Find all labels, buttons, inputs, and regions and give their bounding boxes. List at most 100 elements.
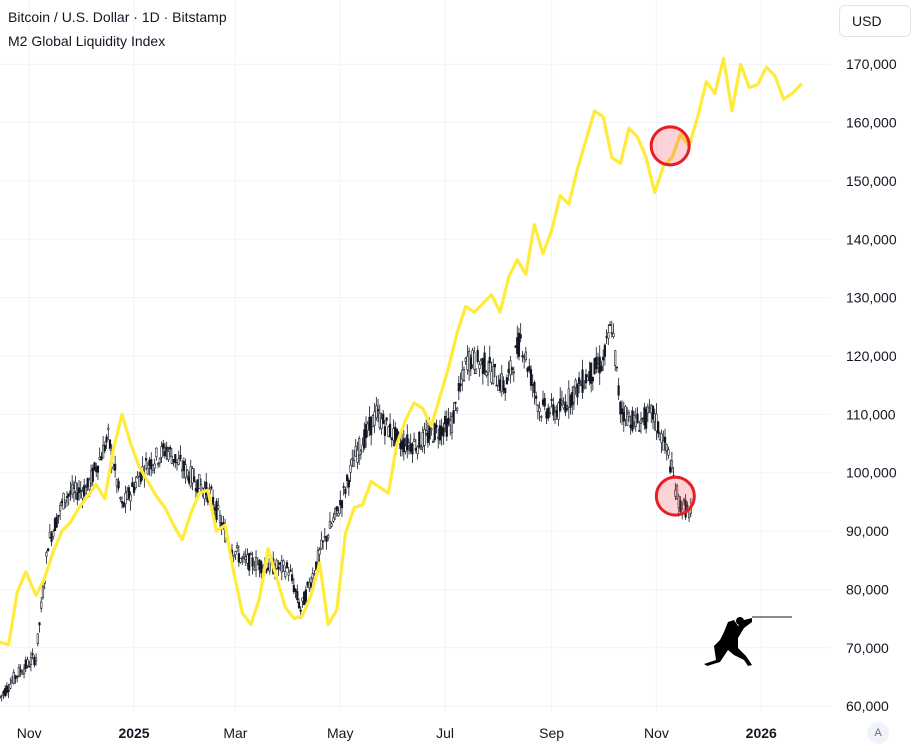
btc-candle bbox=[279, 561, 282, 571]
btc-candle bbox=[246, 548, 249, 570]
btc-candle-body bbox=[156, 463, 160, 466]
y-tick-label: 140,000 bbox=[846, 231, 897, 247]
currency-button[interactable]: USD bbox=[839, 5, 911, 37]
btc-candle bbox=[510, 366, 514, 376]
btc-candle-body bbox=[126, 490, 129, 500]
btc-candle-body bbox=[79, 489, 82, 492]
btc-candle-body bbox=[562, 404, 565, 409]
btc-candle-body bbox=[144, 458, 148, 461]
btc-candle-body bbox=[266, 567, 270, 571]
btc-candle bbox=[242, 550, 246, 563]
btc-candle bbox=[543, 392, 546, 411]
btc-candle bbox=[179, 445, 182, 462]
btc-candle bbox=[100, 452, 103, 461]
btc-candle bbox=[624, 404, 627, 427]
btc-candle-body bbox=[507, 368, 510, 373]
btc-candle-body bbox=[650, 405, 653, 414]
btc-candle-body bbox=[292, 585, 295, 593]
btc-candle bbox=[275, 558, 278, 571]
btc-candle bbox=[634, 408, 637, 432]
btc-candle bbox=[249, 551, 252, 556]
btc-candle bbox=[0, 695, 2, 700]
btc-candle bbox=[95, 462, 98, 478]
btc-candle bbox=[620, 400, 624, 425]
btc-candle bbox=[187, 471, 191, 486]
btc-candle-body bbox=[543, 398, 546, 407]
btc-candle-body bbox=[287, 572, 290, 576]
btc-candle bbox=[83, 478, 86, 498]
btc-candle-body bbox=[614, 350, 617, 366]
btc-candle bbox=[524, 346, 527, 363]
btc-candle-body bbox=[205, 481, 208, 496]
time-axis[interactable]: Nov 2025 Mar May Jul Sep Nov 2026 bbox=[17, 725, 777, 741]
btc-candle-body bbox=[77, 487, 81, 494]
legend-overlay-series[interactable]: M2 Global Liquidity Index bbox=[8, 33, 166, 49]
legend-main-series[interactable]: Bitcoin / U.S. Dollar · 1D · Bitstamp bbox=[8, 9, 227, 25]
btc-candle bbox=[392, 419, 395, 447]
btc-candle-body bbox=[246, 554, 249, 564]
btc-candle bbox=[486, 360, 490, 387]
btc-candle bbox=[574, 378, 577, 395]
btc-candle bbox=[569, 393, 572, 415]
btc-candle-body bbox=[4, 688, 7, 697]
btc-candle-body bbox=[497, 385, 500, 392]
btc-candle bbox=[512, 366, 515, 383]
auto-scale-button[interactable]: A bbox=[867, 722, 889, 744]
btc-candle-body bbox=[17, 667, 21, 677]
btc-candle-body bbox=[588, 371, 591, 382]
btc-candle-body bbox=[608, 324, 612, 327]
btc-candle bbox=[468, 347, 471, 381]
btc-candle bbox=[198, 474, 201, 489]
btc-candle bbox=[431, 439, 435, 443]
btc-candle bbox=[38, 622, 41, 633]
x-tick-label: 2026 bbox=[746, 725, 777, 741]
btc-candle-body bbox=[572, 386, 576, 403]
btc-candle bbox=[638, 421, 641, 432]
btc-candle bbox=[84, 484, 88, 495]
btc-candle-body bbox=[591, 376, 594, 382]
btc-candle-body bbox=[468, 351, 471, 372]
btc-candle-body bbox=[45, 552, 48, 557]
btc-candle bbox=[584, 369, 588, 390]
btc-candle-body bbox=[555, 410, 558, 417]
btc-candle-body bbox=[392, 428, 395, 441]
btc-candle bbox=[47, 547, 50, 552]
btc-candle bbox=[382, 409, 385, 425]
btc-candle-body bbox=[158, 458, 161, 464]
btc-candle bbox=[655, 403, 658, 441]
btc-candle bbox=[419, 444, 423, 451]
btc-candle-body bbox=[471, 350, 474, 366]
btc-candle bbox=[607, 324, 610, 346]
btc-candle-body bbox=[296, 591, 299, 601]
btc-candle-body bbox=[612, 333, 615, 338]
btc-candle-body bbox=[669, 466, 672, 473]
btc-candle bbox=[359, 449, 362, 460]
btc-candle bbox=[132, 481, 136, 496]
btc-candle-body bbox=[370, 416, 373, 436]
btc-candle-body bbox=[401, 440, 404, 450]
btc-candle bbox=[124, 485, 127, 514]
btc-candle bbox=[591, 376, 594, 391]
btc-candle bbox=[120, 496, 124, 509]
btc-candle-body bbox=[638, 430, 641, 432]
btc-candle-body bbox=[48, 531, 51, 538]
btc-candle-body bbox=[462, 369, 466, 381]
btc-candle-body bbox=[658, 433, 661, 441]
btc-candle bbox=[333, 507, 337, 521]
btc-candle-body bbox=[488, 356, 491, 364]
btc-candle bbox=[481, 357, 484, 385]
btc-candle-body bbox=[583, 385, 586, 389]
btc-candle-body bbox=[344, 488, 347, 494]
btc-candle bbox=[72, 480, 75, 503]
btc-candle bbox=[669, 459, 672, 475]
price-axis[interactable]: 60,000 70,000 80,000 90,000 100,000 110,000 12… bbox=[846, 56, 897, 714]
btc-candle bbox=[449, 412, 452, 436]
btc-candle-body bbox=[622, 411, 625, 422]
btc-candle bbox=[330, 521, 333, 528]
grid-lines bbox=[0, 0, 830, 712]
btc-candle bbox=[493, 363, 497, 378]
btc-candle bbox=[199, 478, 203, 493]
btc-candle-body bbox=[682, 498, 686, 502]
btc-candle-body bbox=[538, 407, 541, 413]
